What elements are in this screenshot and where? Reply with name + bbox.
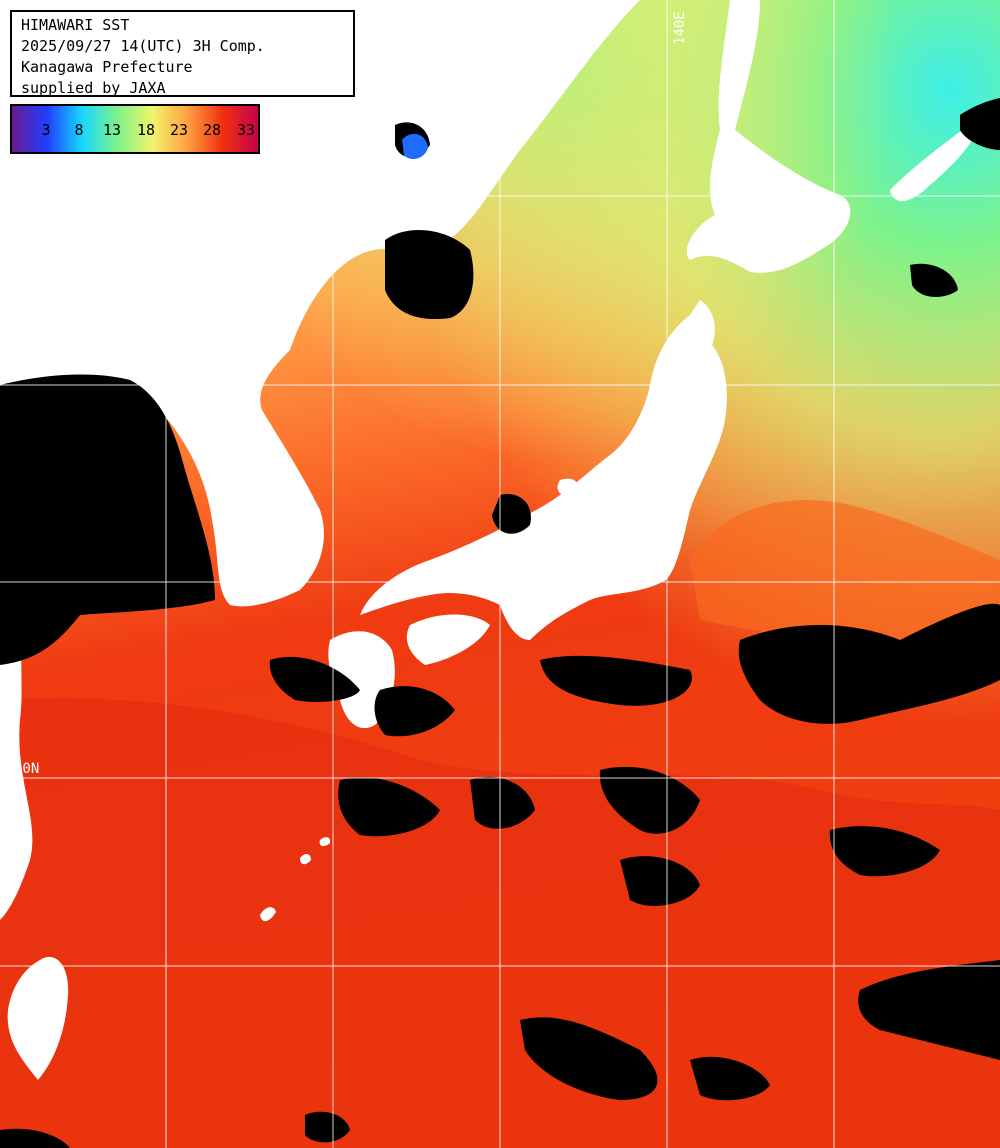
map-timestamp: 2025/09/27 14(UTC) 3H Comp. bbox=[21, 37, 265, 55]
color-scale-tick: 8 bbox=[74, 121, 84, 139]
ryukyu-islands bbox=[260, 837, 331, 922]
color-scale-ticks: 3 8 13 18 23 28 33 bbox=[12, 106, 258, 152]
color-scale-tick: 13 bbox=[102, 121, 122, 139]
cloud-cover bbox=[0, 98, 1000, 1148]
map-credit: supplied by JAXA bbox=[21, 79, 166, 97]
lat-label-40n: 40N bbox=[14, 356, 39, 372]
color-scale-tick: 3 bbox=[41, 121, 51, 139]
info-box: HIMAWARI SST 2025/09/27 14(UTC) 3H Comp.… bbox=[10, 10, 355, 97]
lat-label-30n: 30N bbox=[14, 761, 39, 777]
map-region: Kanagawa Prefecture bbox=[21, 58, 193, 76]
color-scale-tick: 18 bbox=[136, 121, 156, 139]
color-scale-tick: 23 bbox=[169, 121, 189, 139]
color-scale: 3 8 13 18 23 28 33 bbox=[10, 104, 260, 154]
lon-label-140e: 140E bbox=[672, 11, 688, 45]
color-scale-tick: 33 bbox=[236, 121, 256, 139]
shikoku bbox=[406, 614, 490, 665]
small-island bbox=[557, 478, 579, 497]
warm-tongue-east bbox=[690, 500, 1000, 660]
cold-pocket bbox=[402, 133, 428, 160]
honshu bbox=[360, 300, 727, 640]
color-scale-gradient bbox=[12, 106, 258, 152]
kuril-islands bbox=[890, 120, 978, 202]
hokkaido bbox=[686, 0, 851, 273]
map-title: HIMAWARI SST bbox=[21, 16, 130, 34]
taiwan bbox=[7, 956, 69, 1080]
color-scale-tick: 28 bbox=[202, 121, 222, 139]
